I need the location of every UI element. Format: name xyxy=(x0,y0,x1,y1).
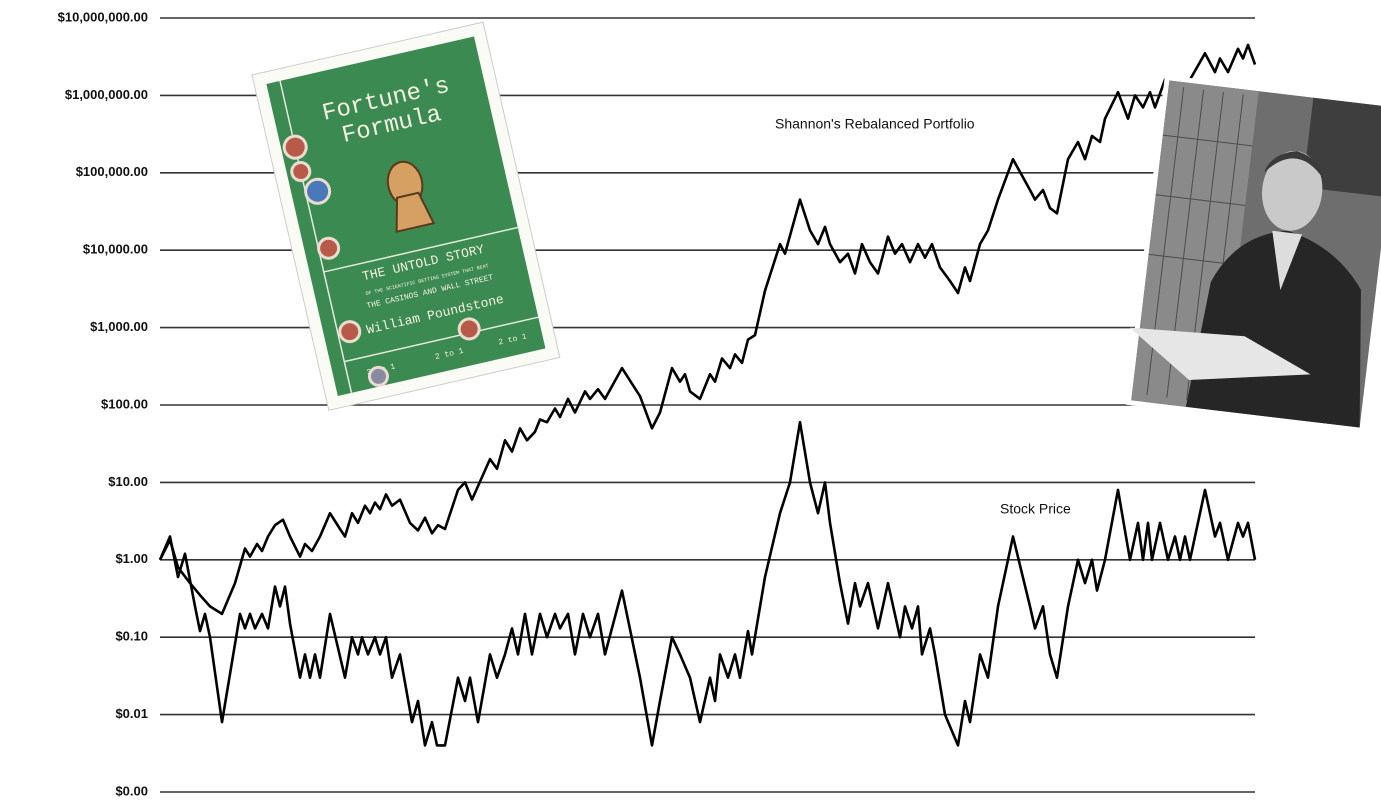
y-tick-label: $10.00 xyxy=(108,474,148,489)
photo xyxy=(1125,75,1381,434)
series-label: Stock Price xyxy=(1000,501,1071,517)
keyhole xyxy=(395,191,436,233)
y-tick-label: $0.01 xyxy=(115,706,148,721)
chip xyxy=(367,365,389,387)
y-tick-label: $0.10 xyxy=(115,629,148,644)
y-tick-label: $1,000,000.00 xyxy=(65,87,148,102)
window xyxy=(1302,97,1381,198)
hair xyxy=(1264,151,1324,180)
shirt xyxy=(1272,230,1303,291)
y-tick-label: $0.00 xyxy=(115,783,148,798)
chip xyxy=(282,134,308,160)
chip xyxy=(304,177,332,205)
book-cover: Fortune's Formula THE UNTOLD STORY OF TH… xyxy=(251,21,561,411)
plot-area: $10,000,000.00 $1,000,000.00 $100,000.00 $1… xyxy=(58,9,1257,798)
series-line xyxy=(158,420,1257,747)
y-tick-label: $10,000.00 xyxy=(83,242,148,257)
y-tick-label: $100.00 xyxy=(101,396,148,411)
face xyxy=(1262,150,1323,231)
chip xyxy=(290,161,312,183)
suit xyxy=(1185,230,1361,428)
chip xyxy=(338,320,362,344)
y-tick-label: $100,000.00 xyxy=(76,164,148,179)
y-tick-label: $1.00 xyxy=(115,551,148,566)
chip xyxy=(457,317,481,341)
book-rule xyxy=(279,80,353,393)
series-line xyxy=(158,43,1257,616)
chip xyxy=(317,236,341,260)
series-label: Shannon's Rebalanced Portfolio xyxy=(775,116,975,132)
papers xyxy=(1129,327,1311,380)
y-tick-label: $10,000,000.00 xyxy=(58,9,148,24)
y-tick-label: $1,000.00 xyxy=(90,319,148,334)
book-rule xyxy=(344,316,539,363)
book-rule xyxy=(323,226,518,273)
